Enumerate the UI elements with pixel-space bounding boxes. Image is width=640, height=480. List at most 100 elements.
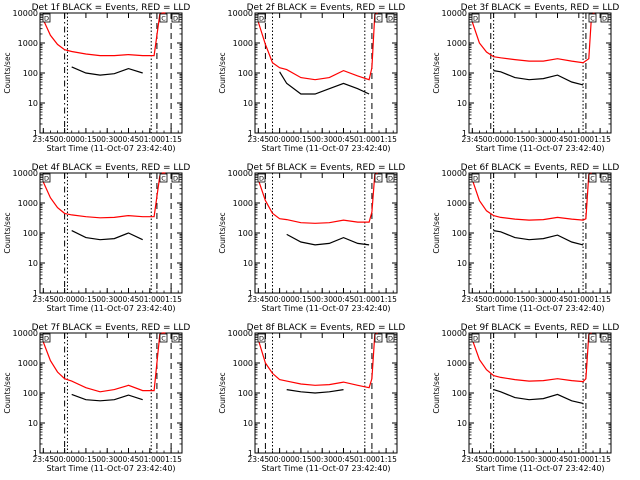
marker-box-label: D	[473, 175, 478, 183]
marker-box	[471, 333, 480, 343]
y-tick-label: 1000	[233, 39, 253, 48]
series-lld-line	[257, 172, 378, 224]
marker-box-label: D	[388, 335, 393, 343]
x-tick-label: 01:15	[375, 455, 397, 464]
series-lld-line	[42, 332, 166, 393]
detector-panel-4: Det 4f BLACK = Events, RED = LLD 1 10 100 10…	[3, 163, 190, 313]
y-tick-label: 10	[457, 259, 467, 268]
x-tick-label: 01:15	[375, 135, 397, 144]
y-tick-label: 10000	[13, 329, 38, 338]
y-tick-label: 1000	[447, 359, 467, 368]
series-events-line	[279, 71, 370, 95]
detector-panel-2: Det 2f BLACK = Events, RED = LLD 1 10 100 10…	[218, 3, 405, 153]
x-tick-label: 00:30	[311, 295, 333, 304]
marker-box	[374, 13, 383, 23]
x-axis-label: Start Time (11-Oct-07 23:42:40)	[475, 304, 604, 313]
x-tick-label: 23:45	[248, 455, 270, 464]
x-axis-label: Start Time (11-Oct-07 23:42:40)	[46, 304, 175, 313]
y-tick-label: 1	[33, 129, 38, 138]
panel-title: Det 7f BLACK = Events, RED = LLD	[32, 323, 191, 333]
x-tick-label: 23:45	[462, 455, 484, 464]
marker-box	[42, 333, 51, 343]
series-lld-line	[42, 172, 166, 219]
y-tick-label: 10000	[228, 329, 253, 338]
x-tick-label: 23:45	[248, 295, 270, 304]
y-axis-label: Counts/sec	[432, 372, 441, 413]
y-axis-label: Counts/sec	[3, 52, 12, 93]
x-tick-label: 00:45	[547, 295, 569, 304]
y-tick-label: 100	[452, 389, 467, 398]
series-lld-line	[257, 12, 378, 81]
panel-title: Det 6f BLACK = Events, RED = LLD	[461, 163, 620, 173]
detector-panel-9: Det 9f BLACK = Events, RED = LLD 1 10 100 10…	[432, 323, 619, 473]
y-tick-label: 1000	[233, 199, 253, 208]
marker-box-label: C	[161, 335, 166, 343]
x-tick-label: 00:00	[54, 135, 76, 144]
y-tick-label: 10	[457, 419, 467, 428]
y-axis-label: Counts/sec	[218, 212, 227, 253]
y-tick-label: 10	[243, 419, 253, 428]
series-lld-line	[471, 172, 592, 221]
plot-frame	[254, 332, 398, 454]
x-tick-label: 00:15	[504, 455, 526, 464]
y-tick-label: 1	[33, 449, 38, 458]
y-tick-label: 100	[452, 229, 467, 238]
x-tick-label: 01:00	[139, 135, 161, 144]
x-tick-label: 01:00	[568, 135, 590, 144]
x-tick-label: 00:30	[311, 455, 333, 464]
x-tick-label: 01:15	[589, 135, 611, 144]
x-tick-label: 00:45	[547, 135, 569, 144]
y-tick-label: 10000	[442, 169, 467, 178]
x-tick-label: 00:15	[75, 455, 97, 464]
marker-box-label: C	[590, 15, 595, 23]
x-tick-label: 00:30	[525, 135, 547, 144]
marker-box-label: D	[173, 335, 178, 343]
marker-box-label: D	[44, 175, 49, 183]
x-tick-label: 00:15	[290, 135, 312, 144]
x-tick-label: 01:15	[589, 295, 611, 304]
x-tick-label: 01:15	[160, 295, 182, 304]
marker-box-label: D	[388, 175, 393, 183]
panel-title: Det 4f BLACK = Events, RED = LLD	[32, 163, 191, 173]
marker-box	[159, 333, 168, 343]
panel-title: Det 2f BLACK = Events, RED = LLD	[247, 3, 406, 13]
marker-box-label: C	[376, 175, 381, 183]
marker-box	[171, 333, 180, 343]
x-tick-label: 00:00	[54, 455, 76, 464]
marker-box-label: C	[590, 335, 595, 343]
panel-title: Det 5f BLACK = Events, RED = LLD	[247, 163, 406, 173]
y-tick-label: 1000	[18, 199, 38, 208]
y-axis-label: Counts/sec	[218, 372, 227, 413]
y-tick-label: 1000	[18, 359, 38, 368]
marker-box-label: D	[44, 335, 49, 343]
y-tick-label: 1000	[18, 39, 38, 48]
panel-title: Det 8f BLACK = Events, RED = LLD	[247, 323, 406, 333]
y-tick-label: 10	[243, 99, 253, 108]
series-events-line	[493, 70, 584, 86]
marker-box-label: C	[376, 335, 381, 343]
y-axis-label: Counts/sec	[218, 52, 227, 93]
marker-box	[257, 13, 266, 23]
x-axis-label: Start Time (11-Oct-07 23:42:40)	[46, 464, 175, 473]
marker-box	[257, 333, 266, 343]
series-events-line	[71, 230, 143, 241]
x-axis-label: Start Time (11-Oct-07 23:42:40)	[475, 464, 604, 473]
marker-box-label: D	[173, 15, 178, 23]
marker-box-label: D	[173, 175, 178, 183]
x-tick-label: 00:45	[333, 455, 355, 464]
x-tick-label: 00:45	[118, 135, 140, 144]
series-events-line	[287, 390, 369, 393]
plot-frame	[39, 172, 183, 294]
marker-box	[171, 173, 180, 183]
x-tick-label: 00:30	[96, 295, 118, 304]
marker-box	[386, 173, 395, 183]
y-tick-label: 1	[33, 289, 38, 298]
x-tick-label: 00:30	[96, 455, 118, 464]
y-tick-label: 1	[462, 129, 467, 138]
series-events-line	[71, 393, 143, 402]
detector-panel-3: Det 3f BLACK = Events, RED = LLD 1 10 100 10…	[432, 3, 619, 153]
y-tick-label: 1	[248, 289, 253, 298]
plot-frame	[254, 12, 398, 134]
marker-box	[159, 13, 168, 23]
